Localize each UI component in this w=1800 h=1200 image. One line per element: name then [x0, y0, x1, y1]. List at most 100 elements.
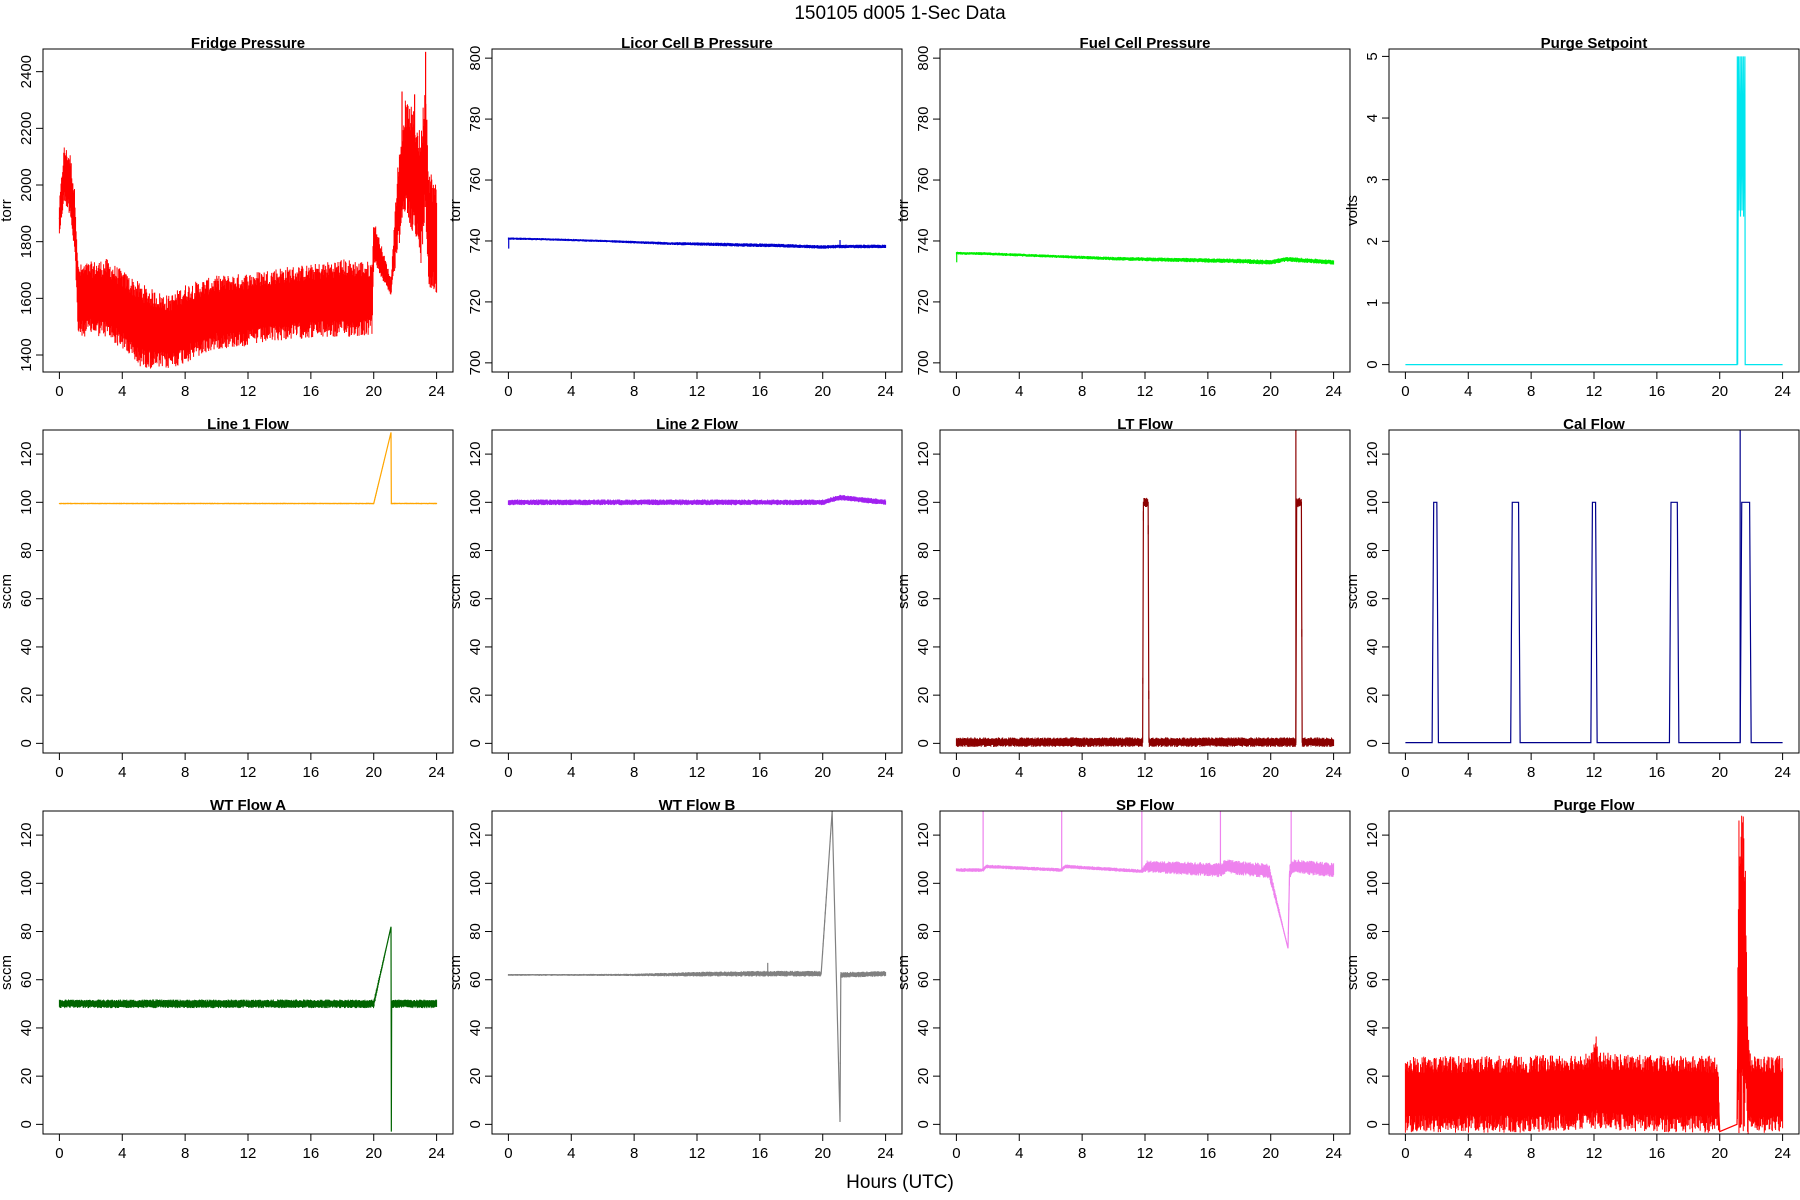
- x-tick-label: 12: [689, 1145, 706, 1162]
- x-tick-label: 20: [814, 383, 831, 400]
- y-tick-label: 120: [18, 442, 35, 467]
- x-tick-label: 0: [1401, 1145, 1409, 1162]
- y-tick-label: 20: [1364, 1068, 1381, 1085]
- x-tick-label: 0: [55, 383, 63, 400]
- x-tick-label: 24: [428, 1145, 445, 1162]
- y-tick-label: 40: [467, 1020, 484, 1037]
- y-tick-label: 2400: [18, 55, 35, 88]
- x-tick-label: 12: [240, 383, 257, 400]
- y-tick-label: 80: [1364, 923, 1381, 940]
- y-tick-label: 100: [18, 490, 35, 515]
- x-tick-label: 4: [567, 764, 575, 781]
- plot-frame: [939, 48, 1351, 373]
- plot-frame: [1388, 429, 1800, 754]
- y-tick-label: 780: [915, 107, 932, 132]
- y-tick-label: 120: [1364, 823, 1381, 848]
- y-tick-label: 1800: [18, 225, 35, 258]
- panel-title: LT Flow: [1117, 416, 1173, 433]
- x-tick-label: 20: [814, 1145, 831, 1162]
- y-tick-label: 0: [915, 739, 932, 747]
- y-tick-label: 5: [1364, 52, 1381, 60]
- y-tick-label: 40: [18, 639, 35, 656]
- x-tick-label: 16: [752, 1145, 769, 1162]
- series-line: [956, 501, 1334, 743]
- y-axis-label: torr: [0, 199, 15, 222]
- x-tick-label: 12: [1586, 383, 1603, 400]
- y-tick-label: 0: [467, 1120, 484, 1128]
- plot-area: [507, 494, 887, 506]
- y-tick-label: 80: [1364, 542, 1381, 559]
- x-tick-label: 8: [1527, 1145, 1535, 1162]
- x-tick-label: 24: [428, 383, 445, 400]
- series-line: [59, 926, 437, 1132]
- plot-frame: [491, 429, 903, 754]
- panel-line-2-flow: 0 4 8 12 16 20 24 0 20 40 60 80 100 120 Line 2 Flow scc…: [447, 416, 903, 781]
- series-line: [1405, 501, 1783, 744]
- x-tick-label: 24: [877, 1145, 894, 1162]
- panel-cal-flow: 0 4 8 12 16 20 24 0 20 40 60 80 100 120 Cal Flow sccm: [1344, 416, 1800, 781]
- x-tick-label: 20: [365, 383, 382, 400]
- panel-line-1-flow: 0 4 8 12 16 20 24 0 20 40 60 80 100 120 Line 1 Flow scc…: [0, 416, 454, 781]
- x-tick-label: 12: [1137, 383, 1154, 400]
- y-tick-label: 700: [467, 350, 484, 375]
- plot-area: [58, 926, 438, 1132]
- x-tick-label: 12: [689, 383, 706, 400]
- x-tick-label: 12: [1586, 1145, 1603, 1162]
- x-tick-label: 20: [1262, 1145, 1279, 1162]
- x-tick-label: 0: [1401, 383, 1409, 400]
- x-tick-label: 16: [303, 1145, 320, 1162]
- y-tick-label: 40: [915, 1020, 932, 1037]
- panel-title: Fuel Cell Pressure: [1080, 35, 1211, 52]
- y-tick-label: 60: [467, 971, 484, 988]
- y-tick-label: 0: [1364, 1120, 1381, 1128]
- y-tick-label: 100: [915, 871, 932, 896]
- plot-area: [955, 430, 1335, 747]
- y-tick-label: 100: [467, 490, 484, 515]
- x-tick-label: 20: [365, 764, 382, 781]
- x-tick-label: 8: [1078, 764, 1086, 781]
- plot-frame: [491, 48, 903, 373]
- y-tick-label: 740: [915, 228, 932, 253]
- x-tick-label: 0: [504, 383, 512, 400]
- y-axis-label: volts: [1344, 195, 1361, 226]
- x-tick-label: 16: [1200, 1145, 1217, 1162]
- x-tick-label: 4: [118, 383, 126, 400]
- y-axis-label: sccm: [0, 574, 15, 609]
- y-tick-label: 60: [1364, 971, 1381, 988]
- y-tick-label: 40: [18, 1020, 35, 1037]
- y-axis-label: sccm: [447, 955, 464, 990]
- y-tick-label: 2000: [18, 168, 35, 201]
- x-tick-label: 4: [1015, 764, 1023, 781]
- x-tick-label: 24: [877, 383, 894, 400]
- panel-purge-flow: 0 4 8 12 16 20 24 0 20 40 60 80 100 120 Purge Flow sccm: [1344, 797, 1800, 1162]
- y-tick-label: 60: [915, 971, 932, 988]
- plot-area: [1405, 56, 1783, 366]
- series-band: [955, 497, 1335, 747]
- y-tick-label: 40: [467, 639, 484, 656]
- x-tick-label: 8: [1078, 1145, 1086, 1162]
- x-tick-label: 16: [1200, 383, 1217, 400]
- series-line: [508, 496, 886, 503]
- y-tick-label: 800: [915, 46, 932, 71]
- y-tick-label: 120: [467, 823, 484, 848]
- series-band: [58, 927, 438, 1009]
- y-axis-label: sccm: [1344, 955, 1361, 990]
- y-tick-label: 80: [18, 542, 35, 559]
- panel-wt-flow-b: 0 4 8 12 16 20 24 0 20 40 60 80 100 120 WT Flow B sccm: [447, 797, 903, 1162]
- y-tick-label: 1600: [18, 282, 35, 315]
- x-tick-label: 4: [1464, 1145, 1472, 1162]
- x-tick-label: 8: [1078, 383, 1086, 400]
- y-tick-label: 2: [1364, 237, 1381, 245]
- y-tick-label: 20: [915, 1068, 932, 1085]
- x-tick-label: 4: [1464, 383, 1472, 400]
- y-tick-label: 60: [18, 971, 35, 988]
- panel-title: Fridge Pressure: [191, 35, 305, 52]
- plot-area: [1405, 430, 1783, 744]
- y-tick-label: 760: [915, 168, 932, 193]
- x-tick-label: 12: [689, 764, 706, 781]
- panel-fuel-cell-pressure: 0 4 8 12 16 20 24 700 720 740 760 780 800 Fuel Cell P…: [895, 35, 1351, 400]
- panel-sp-flow: 0 4 8 12 16 20 24 0 20 40 60 80 100 120 SP Flow sccm: [895, 797, 1351, 1162]
- y-tick-label: 60: [1364, 590, 1381, 607]
- panel-title: Line 1 Flow: [207, 416, 289, 433]
- x-tick-label: 0: [55, 764, 63, 781]
